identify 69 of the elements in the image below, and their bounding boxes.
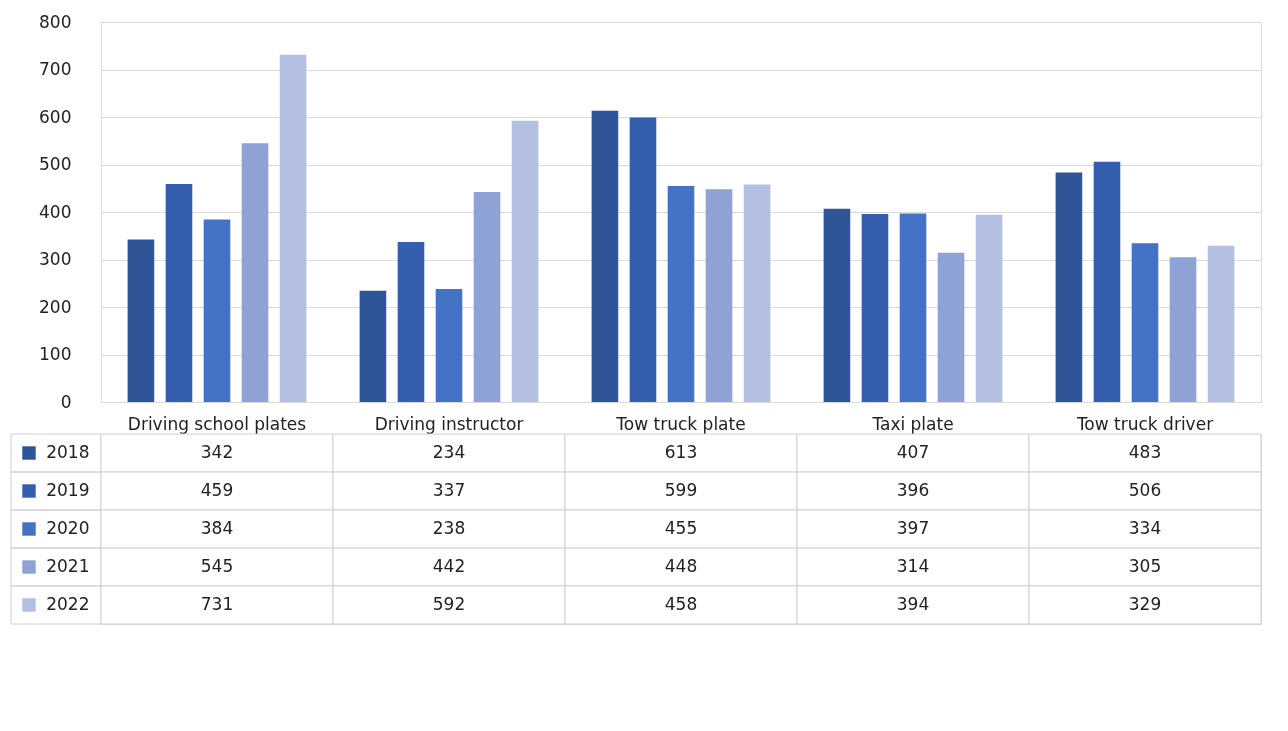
data-label: 305 bbox=[1128, 556, 1162, 576]
data-label: 448 bbox=[664, 556, 698, 576]
bar bbox=[1207, 245, 1235, 402]
data-label: 384 bbox=[200, 518, 234, 538]
bar bbox=[629, 117, 657, 402]
data-label: 334 bbox=[1128, 518, 1162, 538]
x-tick-label: Driving instructor bbox=[374, 413, 524, 434]
x-tick-label: Taxi plate bbox=[871, 413, 954, 434]
bar bbox=[861, 213, 889, 402]
y-tick-label: 100 bbox=[39, 344, 72, 364]
bar bbox=[359, 290, 387, 402]
legend-label: 2019 bbox=[46, 480, 90, 500]
data-label: 545 bbox=[200, 556, 234, 576]
y-tick-label: 700 bbox=[39, 59, 72, 79]
data-label: 407 bbox=[896, 442, 930, 462]
bar bbox=[667, 185, 695, 402]
y-tick-label: 600 bbox=[39, 106, 72, 127]
x-tick-label: Tow truck driver bbox=[1075, 413, 1214, 434]
y-tick-label: 0 bbox=[60, 391, 72, 412]
data-label: 329 bbox=[1128, 594, 1162, 614]
bar bbox=[511, 120, 539, 402]
bar bbox=[705, 189, 733, 402]
bar bbox=[1055, 172, 1083, 402]
data-label: 483 bbox=[1128, 442, 1162, 462]
bar bbox=[435, 288, 463, 402]
data-label: 592 bbox=[432, 594, 466, 614]
data-label: 397 bbox=[896, 518, 930, 538]
data-label: 613 bbox=[664, 442, 698, 462]
data-label: 458 bbox=[664, 594, 698, 614]
bar bbox=[165, 183, 193, 402]
legend-label: 2022 bbox=[46, 594, 90, 614]
y-tick-label: 300 bbox=[39, 249, 72, 269]
data-label: 396 bbox=[896, 480, 930, 500]
y-tick-label: 500 bbox=[39, 154, 72, 174]
x-tick-label: Driving school plates bbox=[127, 413, 307, 434]
bar bbox=[899, 213, 927, 402]
bar bbox=[1169, 257, 1197, 402]
data-label: 234 bbox=[432, 442, 466, 462]
data-label: 238 bbox=[432, 518, 466, 538]
bar bbox=[397, 241, 425, 402]
bar bbox=[1093, 161, 1121, 402]
bar bbox=[203, 219, 231, 402]
y-tick-label: 800 bbox=[39, 11, 72, 32]
data-label: 506 bbox=[1128, 480, 1162, 500]
bar bbox=[279, 54, 307, 402]
data-label: 455 bbox=[664, 518, 698, 538]
bar bbox=[591, 110, 619, 402]
data-label: 337 bbox=[432, 480, 466, 500]
data-label: 731 bbox=[200, 594, 234, 614]
bar bbox=[1131, 243, 1159, 402]
legend-label: 2021 bbox=[46, 556, 90, 576]
bar bbox=[937, 252, 965, 402]
data-label: 459 bbox=[200, 480, 234, 500]
bar bbox=[823, 208, 851, 402]
data-label: 394 bbox=[896, 594, 930, 614]
data-label: 599 bbox=[664, 480, 698, 500]
y-tick-label: 400 bbox=[39, 201, 72, 222]
bar bbox=[473, 192, 501, 402]
y-tick-label: 200 bbox=[39, 296, 72, 317]
bar bbox=[241, 143, 269, 402]
legend-label: 2018 bbox=[46, 442, 90, 462]
data-label: 314 bbox=[896, 556, 930, 576]
bar bbox=[975, 214, 1003, 402]
bar bbox=[743, 184, 771, 402]
data-label: 442 bbox=[432, 556, 466, 576]
legend-label: 2020 bbox=[46, 518, 90, 538]
data-label: 342 bbox=[200, 442, 234, 462]
bar bbox=[127, 239, 155, 402]
x-tick-label: Tow truck plate bbox=[615, 413, 746, 434]
